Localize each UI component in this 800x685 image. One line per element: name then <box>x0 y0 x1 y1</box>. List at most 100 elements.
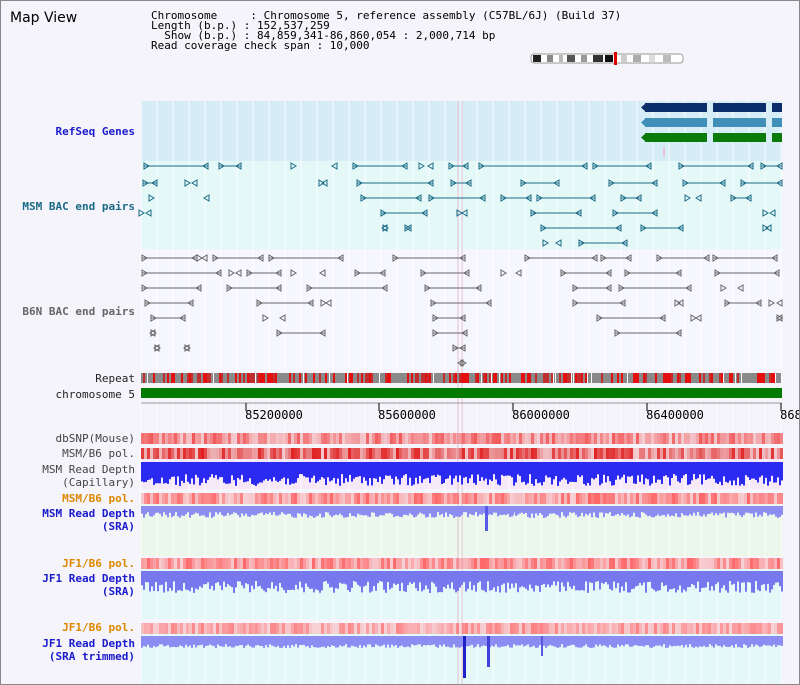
jf1-depth-trim-bar <box>413 636 415 646</box>
msm-depth-sra-bar <box>185 506 187 515</box>
track-label-refseq[interactable]: RefSeq Genes <box>55 125 135 138</box>
track-label-msm-depth-cap[interactable]: MSM Read Depth <box>42 463 135 476</box>
jf1-depth-sra-bar <box>265 571 267 593</box>
msm-bac-pair-end <box>465 179 472 187</box>
jf1-b6-pol-cell <box>357 558 360 569</box>
msm-b6-pol-cell <box>558 448 561 459</box>
repeat-element <box>763 373 765 383</box>
dbsnp-cell <box>312 433 315 444</box>
msm-b6-pol-cell <box>186 448 189 459</box>
jf1-depth-trim-bar <box>335 636 337 648</box>
dbsnp-cell <box>462 433 465 444</box>
dbsnp-cell <box>705 433 708 444</box>
msm-depth-sra-bar <box>613 506 615 516</box>
refseq-gene-arrow <box>641 133 646 142</box>
msm-b6-pol-cell <box>576 448 579 459</box>
dbsnp-cell <box>246 433 249 444</box>
jf1-depth-sra-bar <box>655 571 657 592</box>
jf1-depth-sra-bar <box>667 571 669 592</box>
jf1-b6-pol-cell <box>141 558 144 569</box>
jf1-depth-trim-bar <box>673 636 675 646</box>
track-label-msm-bac[interactable]: MSM BAC end pairs <box>22 200 135 213</box>
jf1-depth-trim-bar <box>305 636 307 647</box>
msm-b6-pol-cell <box>525 448 528 459</box>
msm-depth-cap-bar <box>355 462 357 478</box>
jf1-b6-pol-trim-cell <box>741 623 744 634</box>
jf1-b6-pol-cell <box>684 558 687 569</box>
track-label-repeat[interactable]: Repeat <box>95 372 135 385</box>
msm-b6-pol-cell <box>477 448 480 459</box>
jf1-b6-pol-cell <box>300 558 303 569</box>
dbsnp-cell <box>309 433 312 444</box>
jf1-b6-pol-cell <box>636 558 639 569</box>
b6n-bac-pair-end <box>141 254 148 262</box>
msm-depth-cap-bar <box>689 462 691 485</box>
jf1-b6-pol-trim-cell <box>705 623 708 634</box>
msm-depth-cap-bar <box>697 462 699 479</box>
msm-bac-pair-end <box>415 194 422 202</box>
track-label-dbsnp[interactable]: dbSNP(Mouse) <box>55 432 135 445</box>
jf1-b6-pol-cell <box>150 558 153 569</box>
repeat-element <box>617 373 619 383</box>
jf1-depth-trim-bar <box>471 636 473 645</box>
jf1-depth-sra-bar <box>619 571 621 593</box>
msm-b6-pol-cell <box>693 448 696 459</box>
jf1-depth-trim-bar <box>357 636 359 648</box>
jf1-depth-trim-bar <box>179 636 181 646</box>
msm-bac-pair-end <box>776 162 783 170</box>
track-label-jf1-b6-pol-1[interactable]: JF1/B6 pol. <box>62 557 135 570</box>
msm-depth-cap-bar <box>607 462 609 477</box>
msm-depth-cap-bar <box>761 462 763 476</box>
msm-b6-pol-cell <box>381 448 384 459</box>
repeat-gap <box>591 373 592 383</box>
dbsnp-cell <box>720 433 723 444</box>
msm-depth-cap-bar <box>671 462 673 479</box>
jf1-depth-sra-bar <box>171 571 173 591</box>
msm-depth-sra-bar <box>577 506 579 518</box>
jf1-depth-trim-bar <box>607 636 609 648</box>
jf1-b6-pol-trim-cell <box>210 623 213 634</box>
dbsnp-cell <box>588 433 591 444</box>
msm-depth-cap-bar <box>589 462 591 486</box>
msm-depth-cap-bar <box>657 462 659 480</box>
msm-depth-cap-bar <box>407 462 409 486</box>
track-label-msm-depth-sra[interactable]: MSM Read Depth <box>42 507 135 520</box>
dbsnp-cell <box>780 433 783 444</box>
jf1-b6-pol-trim-cell <box>192 623 195 634</box>
jf1-depth-trim-bar <box>151 636 153 648</box>
track-label-msm-b6-pol-2[interactable]: MSM/B6 pol. <box>62 492 135 505</box>
dbsnp-cell <box>210 433 213 444</box>
msm-b6-pol-sra-cell <box>642 493 645 504</box>
msm-b6-pol-sra-cell <box>270 493 273 504</box>
msm-bac-pair-end <box>640 224 647 232</box>
msm-depth-cap-bar <box>573 462 575 483</box>
jf1-depth-sra-bar <box>409 571 411 583</box>
track-label-jf1-b6-pol-2[interactable]: JF1/B6 pol. <box>62 621 135 634</box>
dbsnp-cell <box>486 433 489 444</box>
msm-depth-cap-bar <box>733 462 735 481</box>
jf1-b6-pol-cell <box>768 558 771 569</box>
jf1-depth-trim-bar <box>219 636 221 647</box>
track-label-chromosome[interactable]: chromosome 5 <box>55 388 135 401</box>
jf1-depth-sra-bar <box>219 571 221 586</box>
msm-depth-sra-bar <box>421 506 423 514</box>
msm-b6-pol-sra-cell <box>261 493 264 504</box>
track-label-b6n-bac[interactable]: B6N BAC end pairs <box>22 305 135 318</box>
msm-depth-cap-bar <box>527 462 529 484</box>
jf1-depth-sra-bar <box>367 571 369 582</box>
jf1-depth-trim-bar <box>617 636 619 645</box>
msm-b6-pol-sra-cell <box>195 493 198 504</box>
jf1-depth-trim-bar <box>229 636 231 647</box>
msm-b6-pol-cell <box>756 448 759 459</box>
track-label-jf1-depth-sra[interactable]: JF1 Read Depth <box>42 572 135 585</box>
jf1-depth-sra-bar <box>283 571 285 591</box>
track-label-msm-b6-pol-1[interactable]: MSM/B6 pol. <box>62 447 135 460</box>
b6n-bac-pair-end <box>524 254 531 262</box>
msm-b6-pol-sra-cell <box>672 493 675 504</box>
track-label-jf1-depth-trim[interactable]: JF1 Read Depth <box>42 637 135 650</box>
jf1-b6-pol-cell <box>570 558 573 569</box>
jf1-depth-trim-bar <box>365 636 367 648</box>
jf1-depth-trim-bar <box>251 636 253 648</box>
msm-depth-sra-bar <box>425 506 427 518</box>
